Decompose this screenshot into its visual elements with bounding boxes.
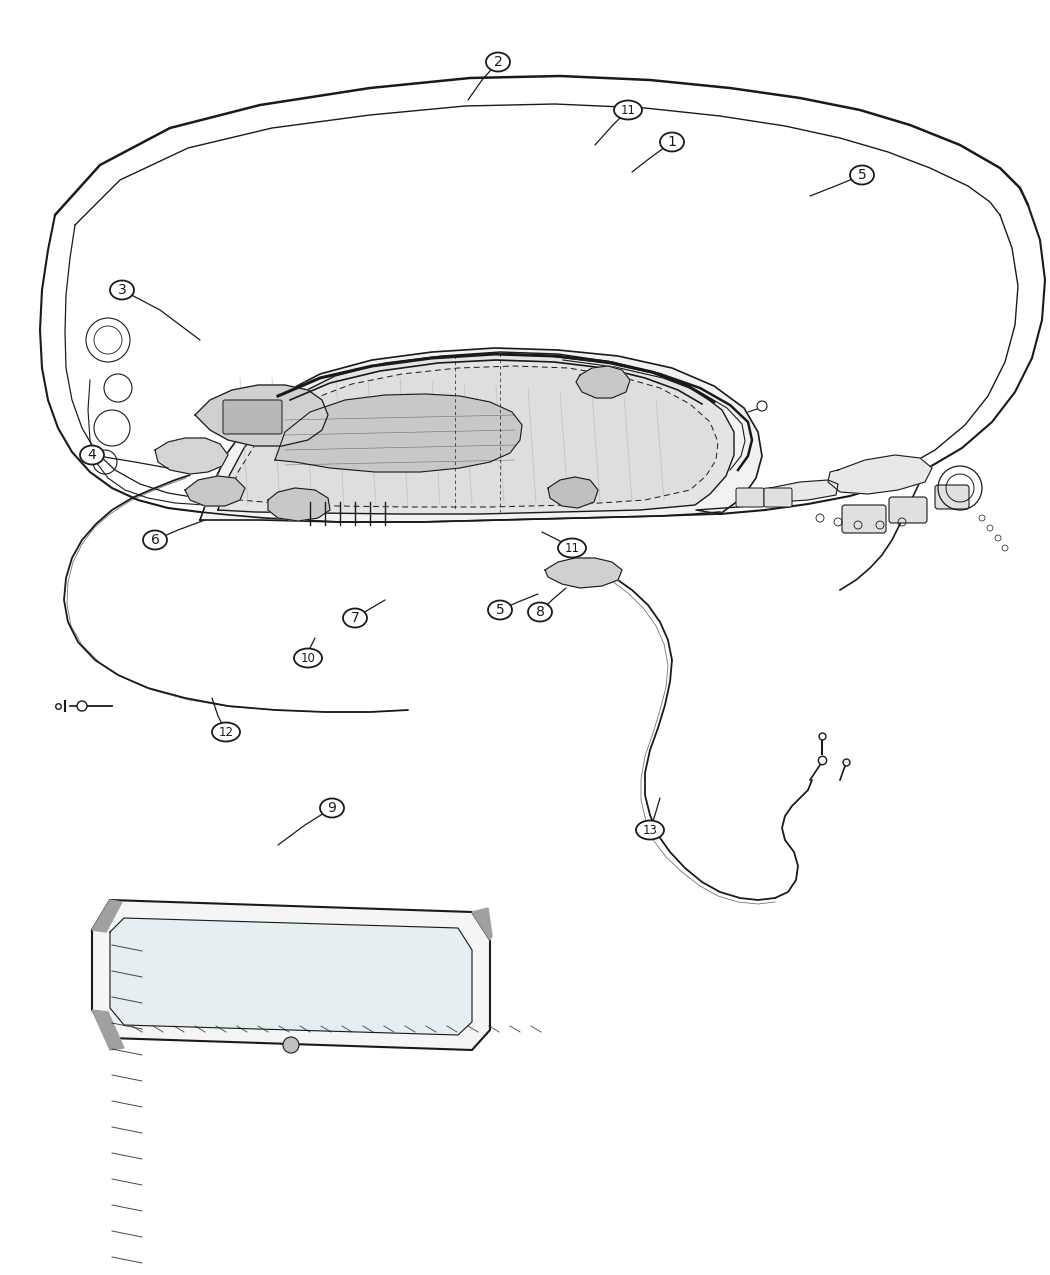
Text: 2: 2 <box>494 55 502 69</box>
Text: 8: 8 <box>536 606 545 618</box>
Text: 11: 11 <box>621 103 635 116</box>
Polygon shape <box>268 488 330 521</box>
Polygon shape <box>218 352 734 514</box>
Ellipse shape <box>320 798 344 817</box>
Ellipse shape <box>488 601 512 620</box>
Polygon shape <box>110 918 473 1035</box>
Text: 6: 6 <box>150 533 160 547</box>
Polygon shape <box>762 479 838 502</box>
Ellipse shape <box>143 530 167 550</box>
Text: 7: 7 <box>351 611 359 625</box>
Text: 5: 5 <box>858 168 866 182</box>
FancyBboxPatch shape <box>764 488 792 507</box>
Circle shape <box>77 701 87 711</box>
Polygon shape <box>548 477 598 507</box>
Text: 9: 9 <box>328 801 336 815</box>
Polygon shape <box>185 476 245 506</box>
Polygon shape <box>92 1010 124 1051</box>
Ellipse shape <box>558 538 586 557</box>
Polygon shape <box>275 394 522 472</box>
Text: 12: 12 <box>218 725 233 738</box>
Circle shape <box>757 402 766 411</box>
Ellipse shape <box>528 603 552 621</box>
Polygon shape <box>92 900 490 1051</box>
Ellipse shape <box>110 280 134 300</box>
Circle shape <box>284 1037 299 1053</box>
FancyBboxPatch shape <box>934 484 969 509</box>
Text: 13: 13 <box>643 824 657 836</box>
FancyBboxPatch shape <box>736 488 764 507</box>
Polygon shape <box>155 439 228 474</box>
FancyBboxPatch shape <box>223 400 282 434</box>
Text: 10: 10 <box>300 652 315 664</box>
Ellipse shape <box>614 101 642 120</box>
Polygon shape <box>828 455 932 493</box>
Polygon shape <box>200 348 762 521</box>
Polygon shape <box>576 366 630 398</box>
Ellipse shape <box>80 445 104 464</box>
Ellipse shape <box>294 649 322 668</box>
Polygon shape <box>195 385 328 446</box>
Ellipse shape <box>636 821 664 839</box>
FancyBboxPatch shape <box>889 497 927 523</box>
Ellipse shape <box>660 133 684 152</box>
Text: 11: 11 <box>565 542 580 555</box>
FancyBboxPatch shape <box>842 505 886 533</box>
Text: 1: 1 <box>668 135 676 149</box>
Polygon shape <box>545 558 622 588</box>
Ellipse shape <box>343 608 368 627</box>
Ellipse shape <box>212 723 240 742</box>
Polygon shape <box>92 900 122 932</box>
Text: 4: 4 <box>87 448 97 462</box>
Text: 3: 3 <box>118 283 126 297</box>
Text: 5: 5 <box>496 603 504 617</box>
Polygon shape <box>472 908 492 940</box>
Ellipse shape <box>850 166 874 185</box>
Ellipse shape <box>486 52 510 71</box>
Polygon shape <box>228 366 718 507</box>
